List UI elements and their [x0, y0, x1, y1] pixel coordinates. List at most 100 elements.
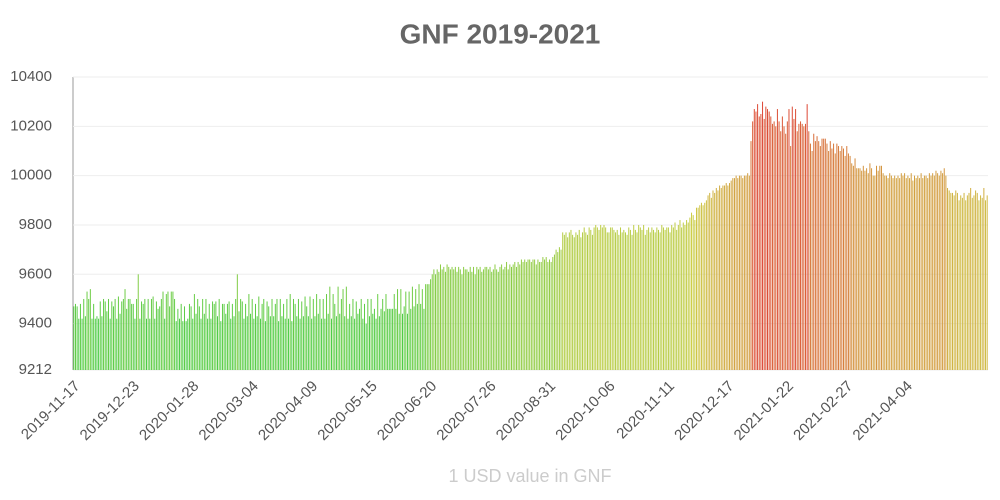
bar — [246, 316, 248, 370]
bar — [418, 284, 420, 370]
bar — [400, 289, 402, 370]
bar — [540, 261, 542, 370]
bar — [190, 306, 192, 370]
bar — [213, 303, 215, 370]
bar — [606, 232, 608, 370]
bar — [889, 173, 891, 370]
bar — [978, 200, 980, 370]
bar — [127, 298, 129, 370]
bar — [210, 318, 212, 370]
bar — [563, 234, 565, 370]
bar — [593, 227, 595, 370]
bar — [895, 178, 897, 370]
bar — [382, 298, 384, 370]
y-tick-label: 10000 — [10, 167, 52, 184]
bar — [694, 220, 696, 370]
bar — [225, 313, 227, 370]
bar — [253, 318, 255, 370]
bar — [710, 197, 712, 370]
bar — [248, 294, 250, 370]
bar — [84, 316, 86, 370]
bar — [733, 178, 735, 370]
bar — [269, 316, 271, 370]
bar — [907, 175, 909, 370]
bar — [492, 269, 494, 370]
bar — [821, 138, 823, 370]
bar — [286, 298, 288, 370]
bar — [137, 274, 139, 370]
bar — [454, 266, 456, 370]
bar — [439, 264, 441, 370]
bar — [717, 190, 719, 370]
bar — [763, 118, 765, 370]
bar — [947, 187, 949, 370]
bar — [235, 298, 237, 370]
bar — [671, 224, 673, 370]
bar — [250, 313, 252, 370]
bar — [88, 298, 90, 370]
bar — [565, 232, 567, 370]
bar — [180, 303, 182, 370]
bar — [585, 232, 587, 370]
bar — [948, 190, 950, 370]
bar — [406, 313, 408, 370]
bar — [380, 308, 382, 370]
bar — [667, 227, 669, 370]
bar — [322, 298, 324, 370]
bar — [274, 303, 276, 370]
bar — [730, 180, 732, 370]
bar — [383, 311, 385, 370]
bar — [436, 269, 438, 370]
x-tick-label: 2021-01-22 — [731, 378, 797, 444]
bar — [79, 303, 81, 370]
bar — [302, 316, 304, 370]
bar — [707, 195, 709, 370]
bar — [200, 318, 202, 370]
bar — [408, 291, 410, 370]
bar — [818, 141, 820, 370]
bar — [362, 318, 364, 370]
bar — [765, 106, 767, 371]
bar — [583, 227, 585, 370]
bar — [740, 175, 742, 370]
x-axis-label: 1 USD value in GNF — [448, 466, 611, 486]
bar — [729, 183, 731, 370]
bar — [697, 207, 699, 370]
bar — [743, 175, 745, 370]
bar — [109, 318, 111, 370]
bar — [750, 141, 752, 370]
bar — [284, 318, 286, 370]
bar — [164, 318, 166, 370]
bar — [160, 298, 162, 370]
bar — [307, 316, 309, 370]
bar — [557, 252, 559, 370]
bar — [281, 316, 283, 370]
bar — [852, 165, 854, 370]
bar — [796, 131, 798, 370]
bar — [742, 178, 744, 370]
y-tick-label: 9212 — [19, 361, 52, 378]
bar — [78, 318, 80, 370]
bar — [425, 284, 427, 370]
bar — [695, 207, 697, 370]
bar — [909, 178, 911, 370]
bar — [866, 168, 868, 370]
bar — [823, 138, 825, 370]
bar — [677, 224, 679, 370]
bar — [760, 113, 762, 371]
bar — [271, 298, 273, 370]
bar — [297, 298, 299, 370]
bar — [560, 249, 562, 370]
bar — [238, 311, 240, 370]
bar — [885, 175, 887, 370]
bar — [463, 266, 465, 370]
bar — [629, 229, 631, 370]
bar — [448, 266, 450, 370]
bar — [169, 306, 171, 370]
bar — [844, 155, 846, 370]
bar — [669, 232, 671, 370]
bar — [534, 259, 536, 370]
bar — [283, 303, 285, 370]
bar — [157, 308, 159, 370]
